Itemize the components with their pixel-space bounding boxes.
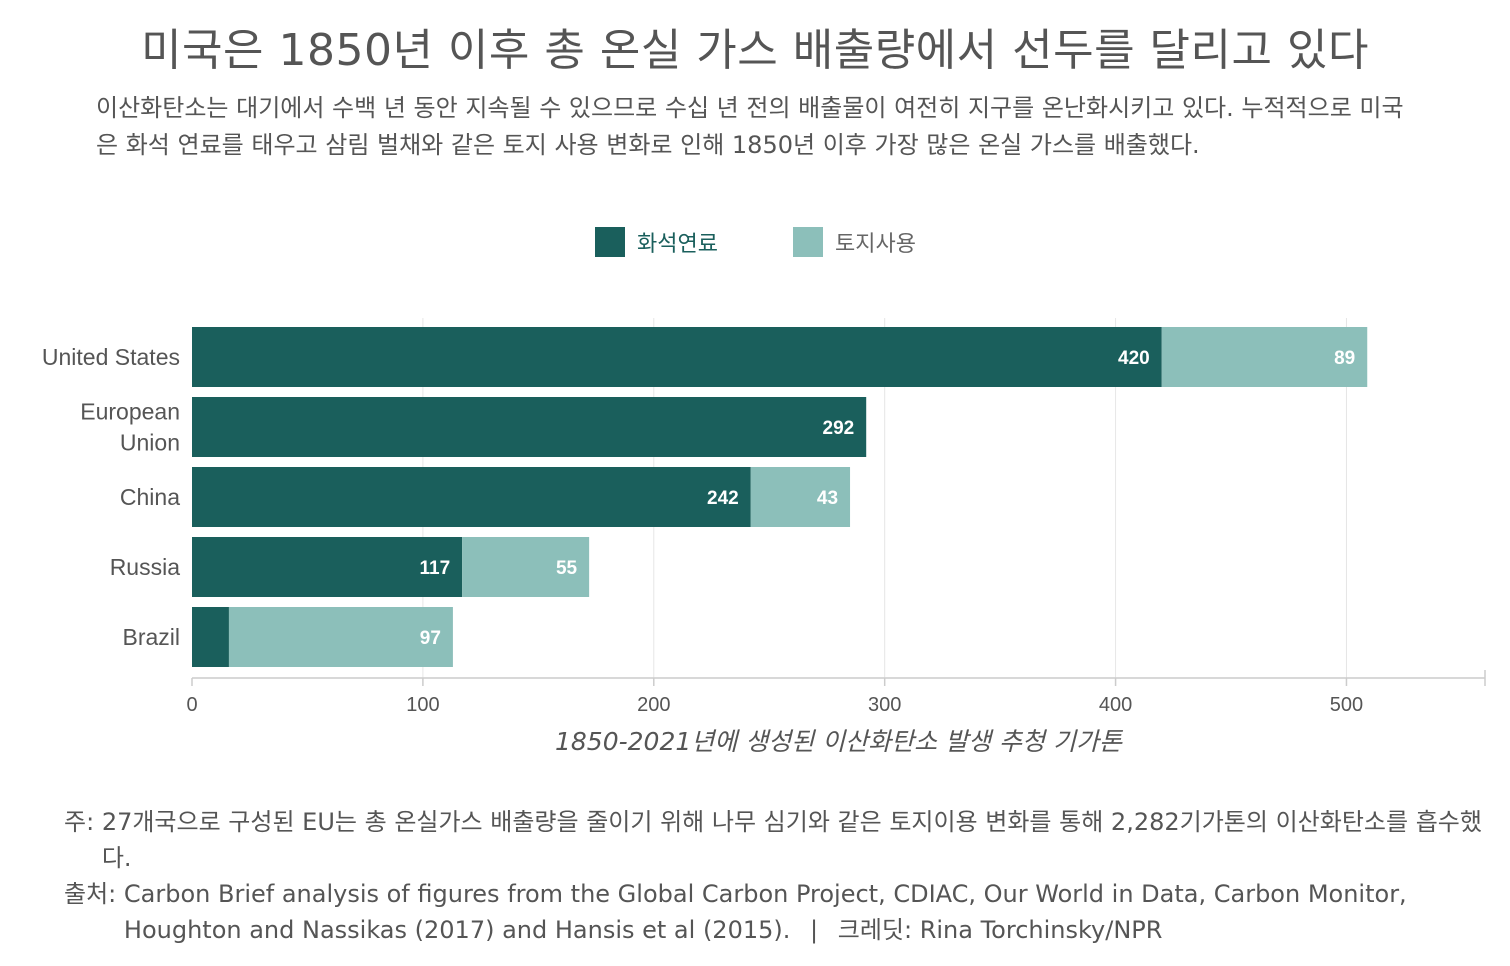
bar-fossil-0 (192, 327, 1162, 387)
source-prefix: 출처: (64, 880, 117, 908)
source-row: 출처: Carbon Brief analysis of figures fro… (64, 876, 1484, 948)
note-text: 27개국으로 구성된 EU는 총 온실가스 배출량을 줄이기 위해 나무 심기와… (101, 808, 1482, 872)
x-tick-label-100: 100 (406, 694, 439, 716)
data-label-land-4: 97 (420, 628, 441, 649)
credit-divider: | (810, 916, 819, 944)
source-text: Carbon Brief analysis of figures from th… (123, 880, 1407, 944)
chart-subtitle: 이산화탄소는 대기에서 수백 년 동안 지속될 수 있으므로 수십 년 전의 배… (96, 94, 1404, 159)
bar-chart: 420 89 United States 292 European Union 242 43 C… (42, 318, 1486, 716)
category-label-0-0: United States (42, 344, 180, 370)
category-label-3-0: Russia (110, 554, 181, 580)
x-tick-label-500: 500 (1330, 694, 1363, 716)
bar-fossil-4 (192, 607, 229, 667)
bar-land-2 (750, 467, 851, 527)
footnotes: 주: 27개국으로 구성된 EU는 총 온실가스 배출량을 줄이기 위해 나무 … (64, 804, 1484, 948)
note-prefix: 주: (64, 808, 95, 836)
data-label-fossil-3: 117 (419, 558, 450, 579)
bar-fossil-3 (192, 537, 463, 597)
x-tick-label-300: 300 (868, 694, 901, 716)
legend-swatch-fossil (595, 227, 625, 257)
x-tick-label-400: 400 (1099, 694, 1132, 716)
credit-text: 크레딧: Rina Torchinsky/NPR (837, 916, 1163, 944)
legend-swatch-land (793, 227, 823, 257)
legend-label-land: 토지사용 (835, 232, 916, 257)
bar-fossil-2 (192, 467, 751, 527)
data-label-fossil-2: 242 (707, 488, 739, 509)
bar-land-4 (228, 607, 453, 667)
legend-item-land: 토지사용 (793, 226, 916, 258)
data-label-fossil-0: 420 (1118, 348, 1150, 369)
data-label-land-3: 55 (556, 558, 578, 579)
legend-label-fossil: 화석연료 (637, 232, 718, 257)
category-label-1-1: Union (120, 430, 180, 456)
x-axis-title: 1850-2021년에 생성된 이산화탄소 발생 추청 기가톤 (554, 727, 1122, 756)
bar-fossil-1 (192, 397, 867, 457)
category-label-1-0: European (80, 399, 180, 425)
category-label-2-0: China (120, 484, 180, 510)
category-label-4-0: Brazil (122, 624, 180, 650)
legend-item-fossil: 화석연료 (595, 226, 718, 258)
x-tick-label-200: 200 (637, 694, 670, 716)
x-tick-label-0: 0 (186, 694, 197, 716)
data-label-fossil-1: 292 (823, 418, 855, 439)
data-label-land-0: 89 (1334, 348, 1355, 369)
note-row: 주: 27개국으로 구성된 EU는 총 온실가스 배출량을 줄이기 위해 나무 … (64, 804, 1484, 876)
bar-land-3 (462, 537, 590, 597)
data-label-land-2: 43 (817, 488, 838, 509)
chart-title: 미국은 1850년 이후 총 온실 가스 배출량에서 선두를 달리고 있다 (141, 25, 1369, 76)
bar-land-0 (1161, 327, 1368, 387)
